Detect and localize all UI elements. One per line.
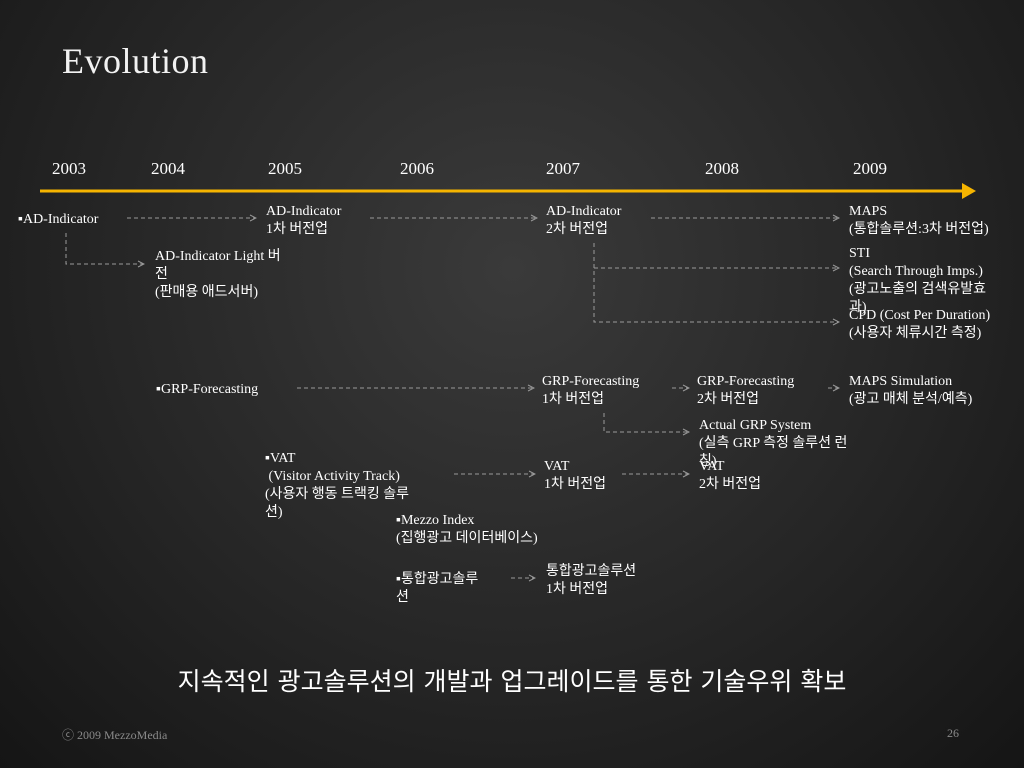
node-integrated-solution: ▪통합광고솔루 션 (396, 572, 479, 605)
node-cpd: CPD (Cost Per Duration) (사용자 체류시간 측정) (849, 308, 991, 341)
node-vat: ▪VAT (Visitor Activity Track) (사용자 행동 트랙킹… (265, 451, 409, 520)
year-label-2003: 2003 (52, 159, 86, 178)
timeline-arrowhead (962, 183, 976, 199)
node-grp-forecasting-v2: GRP-Forecasting 2차 버전업 (697, 374, 795, 407)
node-grp-forecasting: ▪GRP-Forecasting (156, 382, 259, 397)
page-number: 26 (947, 726, 959, 740)
node-ad-indicator: ▪AD-Indicator (18, 212, 99, 227)
slogan: 지속적인 광고솔루션의 개발과 업그레이드를 통한 기술우위 확보 (177, 667, 847, 696)
node-sti: STI (Search Through Imps.) (광고노출의 검색유발효 과) (849, 246, 986, 315)
year-label-2005: 2005 (268, 159, 302, 178)
node-vat-v2: VAT 2차 버전업 (699, 459, 762, 492)
node-integrated-solution-v1: 통합광고솔루션 1차 버전업 (546, 564, 637, 597)
year-label-2008: 2008 (705, 159, 739, 178)
node-vat-v1: VAT 1차 버전업 (544, 459, 607, 492)
node-maps: MAPS (통합솔루션:3차 버전업) (849, 204, 989, 237)
year-label-2004: 2004 (151, 159, 185, 178)
slide-title: Evolution (62, 41, 209, 81)
node-ad-indicator-v2: AD-Indicator 2차 버전업 (546, 204, 622, 237)
node-ad-indicator-light: AD-Indicator Light 버 전 (판매용 애드서버) (155, 249, 281, 300)
node-actual-grp-system: Actual GRP System (실측 GRP 측정 솔루션 런 칭) (699, 418, 848, 469)
node-mezzo-index: ▪Mezzo Index (집행광고 데이터베이스) (396, 513, 538, 546)
node-ad-indicator-v1: AD-Indicator 1차 버전업 (266, 204, 342, 237)
year-label-2007: 2007 (546, 159, 580, 178)
year-label-2009: 2009 (853, 159, 887, 178)
copyright: ⓒ 2009 MezzoMedia (62, 728, 168, 742)
node-maps-simulation: MAPS Simulation (광고 매체 분석/예측) (849, 374, 973, 407)
year-label-2006: 2006 (400, 159, 434, 178)
node-grp-forecasting-v1: GRP-Forecasting 1차 버전업 (542, 374, 640, 407)
